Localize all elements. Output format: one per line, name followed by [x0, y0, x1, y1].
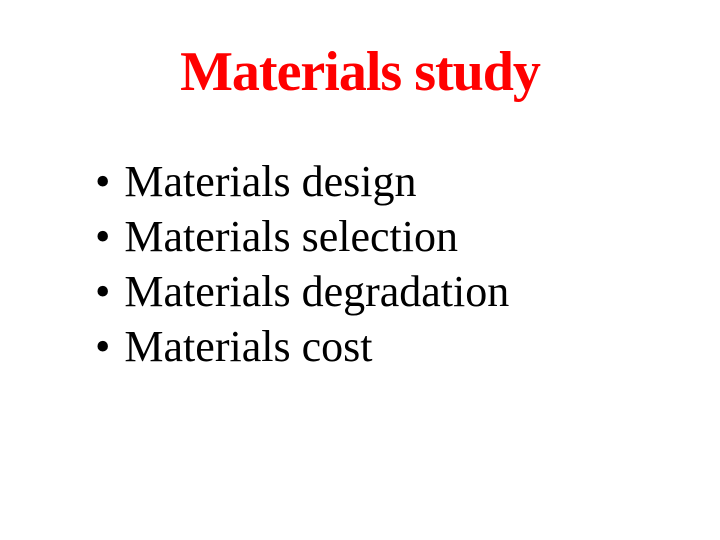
bullet-marker-icon: • [95, 319, 110, 374]
bullet-text: Materials degradation [124, 264, 509, 319]
bullet-marker-icon: • [95, 209, 110, 264]
bullet-text: Materials cost [124, 319, 372, 374]
bullet-text: Materials selection [124, 209, 458, 264]
list-item: • Materials selection [95, 209, 720, 264]
bullet-marker-icon: • [95, 154, 110, 209]
bullet-marker-icon: • [95, 264, 110, 319]
list-item: • Materials degradation [95, 264, 720, 319]
slide-title: Materials study [0, 40, 720, 104]
list-item: • Materials cost [95, 319, 720, 374]
bullet-text: Materials design [124, 154, 416, 209]
slide-container: Materials study • Materials design • Mat… [0, 0, 720, 540]
bullet-list: • Materials design • Materials selection… [0, 154, 720, 374]
list-item: • Materials design [95, 154, 720, 209]
